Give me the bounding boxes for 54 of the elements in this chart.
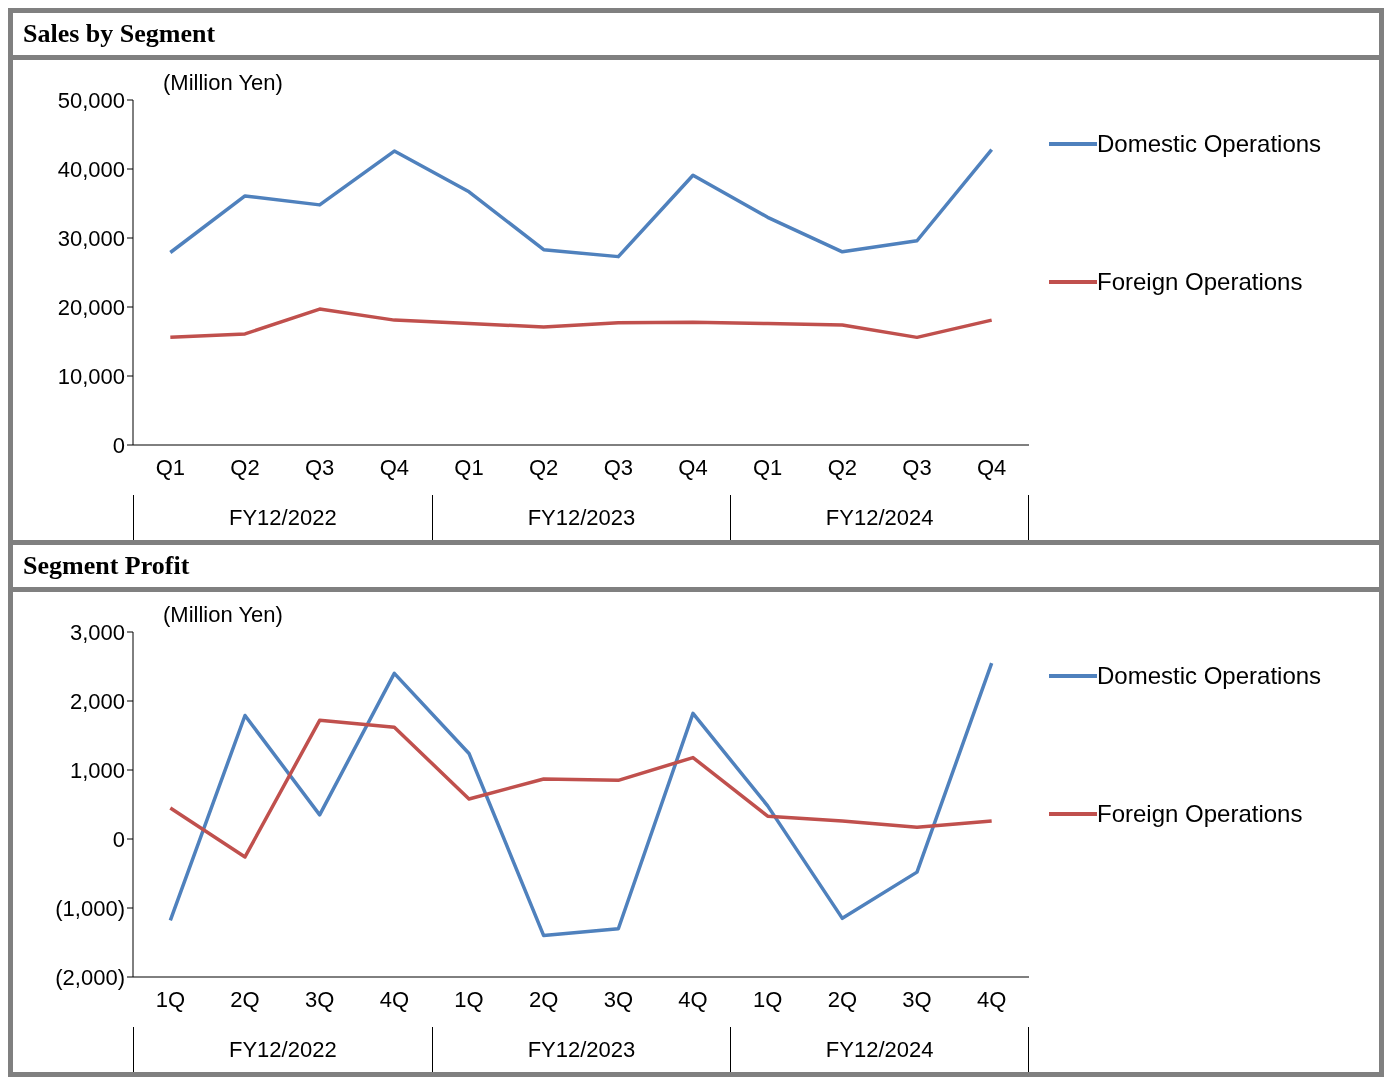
y-tick-label: 3,000 [69,619,125,645]
x-tick-label: Q2 [528,454,559,480]
y-tick-label: 50,000 [57,87,125,113]
line-series [168,307,994,340]
legend-label: Foreign Operations [1097,268,1303,296]
x-tick-label: Q3 [902,454,932,480]
text: FY12/2024 [730,1027,1029,1072]
y-tick-label: 10,000 [57,363,125,389]
y-tick-label: 2,000 [69,688,125,714]
x-tick-label: 1Q [752,986,783,1012]
x-tick-label: 3Q [603,986,634,1012]
x-tick-label: 1Q [155,986,186,1012]
line-series [168,718,994,859]
y-tick-label: 20,000 [57,294,125,320]
x-tick-label: 3Q [304,986,335,1012]
y-tick-label: 0 [112,432,125,458]
x-tick-label: Q4 [379,454,410,480]
y-tick-label: (2,000) [55,964,125,990]
text: FY12/2024 [730,495,1029,540]
x-tick-label: Q4 [976,454,1007,480]
y-tick-label: 40,000 [57,156,125,182]
text: FY12/2022 [133,1027,432,1072]
text: FY12/2022 [133,495,432,540]
y-axis-title: (Million Yen) [163,70,283,96]
x-tick-label: Q3 [603,454,634,480]
y-tick-label: 30,000 [57,225,125,251]
x-tick-label: Q4 [678,454,708,480]
text: FY12/2023 [431,495,731,540]
line-series [168,147,994,259]
y-tick-label: 1,000 [69,757,125,783]
legend-label: Domestic Operations [1097,130,1322,158]
text: FY12/2023 [431,1027,731,1072]
x-tick-label: 4Q [678,986,708,1012]
x-tick-label: Q1 [752,454,783,480]
x-tick-label: 2Q [230,986,260,1012]
y-tick-label: (1,000) [55,895,125,921]
x-tick-label: 1Q [454,986,484,1012]
legend-label: Domestic Operations [1097,662,1322,690]
x-tick-label: Q2 [827,454,858,480]
x-tick-label: Q3 [304,454,335,480]
x-tick-label: Q1 [454,454,484,480]
y-tick-label: 0 [112,826,125,852]
legend-label: Foreign Operations [1097,800,1303,828]
x-tick-label: 4Q [379,986,410,1012]
chart-title: Segment Profit [13,545,1379,592]
x-tick-label: 2Q [528,986,559,1012]
y-axis-title: (Million Yen) [163,602,283,628]
x-tick-label: 3Q [902,986,932,1012]
x-tick-label: 4Q [976,986,1007,1012]
x-tick-label: Q1 [155,454,186,480]
x-tick-label: Q2 [230,454,260,480]
x-tick-label: 2Q [827,986,858,1012]
line-series [168,661,994,938]
chart-title: Sales by Segment [13,13,1379,60]
